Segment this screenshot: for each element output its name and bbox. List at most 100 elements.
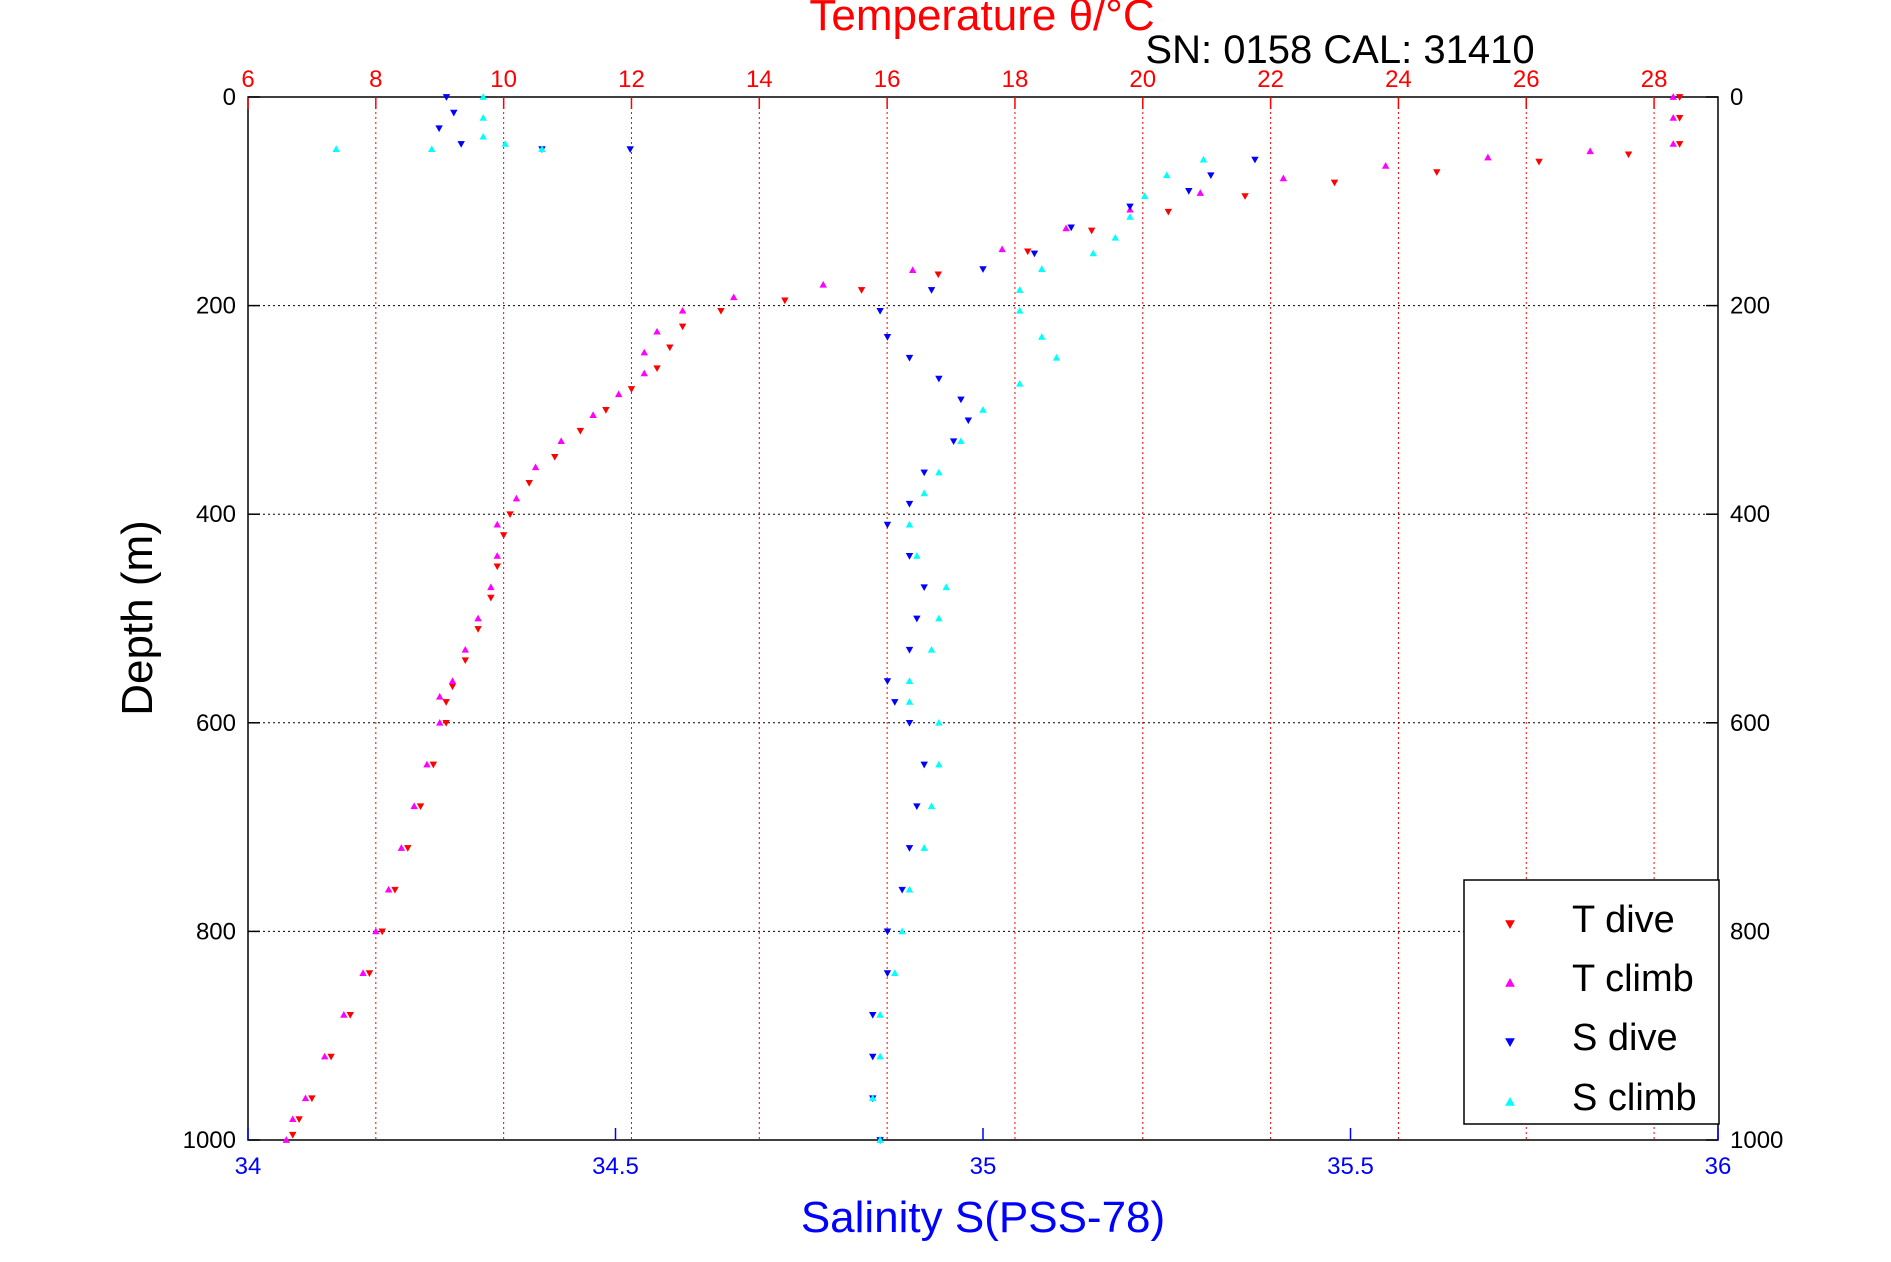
tick-label-temperature: 24 (1385, 66, 1412, 93)
data-point (653, 365, 661, 372)
data-point (1675, 94, 1684, 101)
data-point (404, 845, 412, 852)
legend-marker-t-climb (1505, 977, 1515, 987)
tick-label-depth-left: 0 (223, 84, 236, 111)
data-point (920, 761, 928, 769)
data-point (1381, 162, 1390, 169)
tick-label-temperature: 18 (1002, 66, 1029, 93)
data-point (876, 1052, 884, 1060)
data-point (365, 970, 374, 977)
legend-label-s-dive: S dive (1572, 1017, 1678, 1059)
data-point (891, 969, 899, 976)
data-point (876, 307, 884, 315)
data-point (1669, 140, 1677, 147)
data-point (998, 245, 1006, 253)
data-point (905, 719, 914, 727)
data-point (905, 698, 914, 705)
data-point (332, 145, 340, 153)
data-point (857, 287, 866, 294)
data-point (913, 552, 921, 559)
data-point (876, 1136, 884, 1143)
data-point (457, 141, 465, 148)
data-point (436, 692, 444, 700)
data-point (538, 145, 546, 153)
tick-label-temperature: 12 (618, 66, 645, 93)
tick-label-depth-right: 800 (1730, 918, 1770, 945)
data-point (1016, 306, 1024, 314)
data-point (340, 1011, 348, 1018)
data-point (474, 626, 482, 633)
data-point (883, 521, 892, 529)
data-point (949, 438, 958, 446)
data-point (576, 427, 585, 435)
data-point (927, 802, 936, 810)
data-point (282, 1136, 291, 1143)
data-point (1111, 233, 1120, 241)
data-point (442, 699, 450, 706)
data-point (435, 125, 443, 133)
data-point (1624, 151, 1633, 159)
legend-marker-t-dive (1505, 920, 1515, 930)
tick-label-depth-right: 600 (1730, 710, 1770, 737)
series-layer (282, 93, 1684, 1144)
data-point (653, 327, 661, 335)
data-point (442, 719, 450, 727)
data-point (1087, 227, 1096, 235)
tick-label-depth-right: 1000 (1730, 1127, 1783, 1154)
data-point (1024, 248, 1032, 256)
data-point (1030, 250, 1039, 258)
tick-label-temperature: 20 (1129, 66, 1156, 93)
data-point (935, 718, 943, 726)
data-point (640, 369, 648, 377)
data-point (1241, 193, 1249, 200)
legend-label-t-climb: T climb (1572, 958, 1694, 1000)
legend-label-s-climb: S climb (1572, 1077, 1697, 1119)
data-point (614, 390, 623, 398)
legend-marker-s-dive (1505, 1038, 1515, 1048)
data-point (678, 323, 687, 331)
data-point (448, 677, 457, 684)
data-point (935, 375, 943, 383)
data-point (905, 520, 914, 528)
tick-label-depth-left: 1000 (183, 1127, 236, 1154)
data-point (1038, 265, 1046, 272)
y-axis-label: Depth (m) (113, 520, 162, 716)
data-point (819, 280, 827, 288)
series-t-climb (282, 93, 1677, 1143)
data-point (1251, 156, 1259, 164)
legend-label-t-dive: T dive (1572, 899, 1675, 941)
data-point (1140, 192, 1149, 199)
data-point (428, 145, 436, 153)
data-point (934, 271, 942, 279)
data-point (1062, 224, 1070, 232)
data-point (905, 677, 914, 684)
data-point (461, 645, 470, 653)
data-point (627, 386, 636, 393)
tick-label-salinity: 34.5 (592, 1153, 639, 1180)
data-point (1052, 353, 1061, 361)
data-point (913, 803, 921, 811)
data-point (436, 718, 444, 726)
data-point (557, 437, 565, 445)
data-point (1163, 171, 1171, 179)
data-point (1330, 179, 1339, 187)
data-point (493, 552, 501, 559)
data-point (474, 614, 482, 622)
data-point (891, 699, 899, 706)
series-t-dive (289, 94, 1684, 1139)
data-point (487, 594, 495, 602)
data-point (869, 1094, 877, 1102)
data-point (391, 886, 399, 894)
data-point (905, 845, 914, 852)
legend: T dive T climb S dive S climb (1463, 879, 1720, 1125)
tick-label-salinity: 34 (235, 1153, 262, 1180)
data-point (964, 417, 973, 425)
data-point (920, 584, 928, 592)
data-point (429, 761, 438, 769)
data-point (1038, 333, 1046, 340)
data-point (499, 532, 508, 539)
data-point (905, 354, 914, 362)
tick-label-salinity: 36 (1705, 1153, 1732, 1180)
data-point (378, 928, 386, 936)
data-point (1164, 208, 1173, 216)
